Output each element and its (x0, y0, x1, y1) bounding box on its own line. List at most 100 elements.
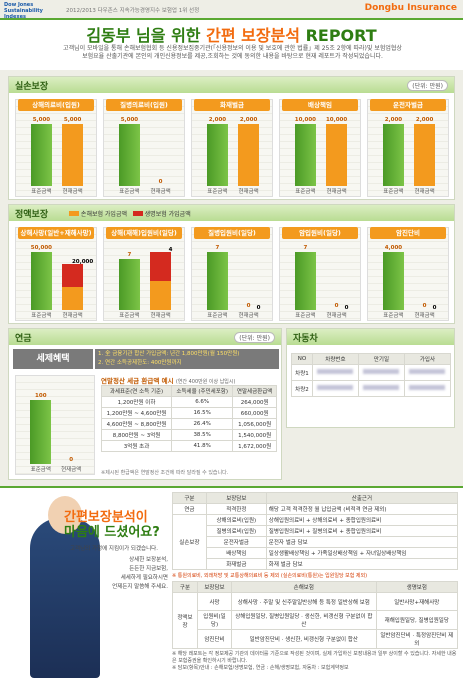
header-row: 구분 보장담보 산출근거 (172, 492, 459, 504)
tax-table: 과세표준(연 소득 기준) 소득세율 (주민세포함) 연말세금환급액 1,200만원 … (100, 385, 277, 452)
cell: 6.6% (171, 396, 234, 408)
unit: (단위: 만원) (407, 80, 448, 91)
value-label: 20,000 (71, 258, 94, 265)
footnotes: ※ 해당 레포트는 각 정보제공 기관의 데이터를 기준으로 작성된 것이며, … (172, 651, 458, 672)
row: 입원비(일당) 상해입원일당, 질병입원일당 · 생신한, 비갱신형 구분없이 합… (173, 610, 459, 630)
benefit: 1. 全 금융기관 합산 가입금액: 년간 1,800만원(월 150만원) (98, 351, 240, 357)
mini-chart: 배상책임 10,000 10,000 표준금액 현재금액 (279, 99, 361, 197)
value-label: 0 (422, 303, 427, 309)
row: 1,200만원 ~ 4,600만원 16.5% 660,000원 (100, 407, 277, 419)
section-title: 정액보장 (9, 205, 454, 221)
mini-chart: 질병의료비(입원) 5,000 0 표준금액 현재금액 (103, 99, 185, 197)
promo-lines: 상세한 보장분석, 든든한 지금보험, 세세하게 필요하시면 언제든지 말씀해 주세요… (108, 556, 168, 592)
bar (382, 124, 405, 186)
value-label: 10,000 (294, 117, 317, 123)
bar (413, 124, 436, 186)
customer-name: 김동부 님을 위한 (86, 26, 201, 45)
value-label: 7 (215, 245, 220, 251)
bar (30, 252, 53, 310)
header-cell: 생명보험 (375, 581, 459, 593)
cell: 상해입원의료비 + 상해의료비 + 종합입원의료비 (265, 514, 459, 526)
description: 고객님이 모바일을 통해 손해보험협회 등 신용정보집중기관(「신용정보의 이용… (63, 45, 402, 60)
x-label: 표준금액 (383, 313, 404, 319)
redacted (317, 369, 354, 374)
value-label: 2,000 (415, 117, 434, 123)
mini-chart: 암진단비 4,000 0 0 표준금액 현재금액 (367, 227, 449, 321)
x-label: 표준금액 (119, 189, 140, 195)
chart-title: 질병입원비(일당) (194, 227, 270, 239)
cell: 화재벌금 (205, 558, 267, 570)
value-label: 2,000 (239, 117, 258, 123)
x-label: 현재금액 (414, 189, 435, 195)
header-cell: 차량번호 (311, 353, 359, 365)
bar (325, 124, 348, 186)
legend-item: 손해보험 가입금액 (80, 211, 127, 218)
cell: 재해입원일당, 질병입원일당 (375, 610, 459, 630)
cell: 26.4% (171, 418, 234, 430)
cell: 질병입원의료비 + 질병의료비 + 종합입원의료비 (265, 525, 459, 537)
promo-area: 간편보장분석이 마음에 드셨어요? 고객님의 가정에 지킴이가 되겠습니다. 상세… (0, 486, 463, 684)
bar (206, 124, 229, 186)
note: ※제시된 환급액은 연말정산 조건에 따라 달라질 수 있습니다. (101, 470, 229, 476)
value-label: 50,000 (30, 245, 53, 251)
cell: 4,600만원 ~ 8,800만원 (100, 418, 173, 430)
bar (382, 252, 405, 310)
cell: 일반사망+재해사망 (375, 592, 459, 611)
cell: 1,672,000원 (232, 440, 277, 452)
header-row: NO 차량번호 만기일 가입사 (291, 353, 452, 365)
bar (118, 259, 141, 310)
cell (311, 364, 359, 381)
value-label: 0 (158, 179, 163, 185)
value-label: 10,000 (325, 117, 348, 123)
cell (403, 380, 452, 397)
promo-lead: 고객님의 가정에 지킴이가 되겠습니다. (70, 546, 158, 552)
headline: 간편보장분석이 (64, 510, 148, 525)
value-label: 0 (256, 305, 261, 311)
x-label: 표준금액 (119, 313, 140, 319)
cell (311, 380, 359, 397)
person-face (48, 496, 82, 534)
indemnity-panel: 실손보장 (단위: 만원) 상해의료비(입원) 5,000 5,000 표준금액 현재금… (8, 76, 455, 200)
cell: 1,200만원 ~ 4,600만원 (100, 407, 173, 419)
cell (357, 364, 405, 381)
benefits: 1. 全 금융기관 합산 가입금액: 년간 1,800만원(월 150만원) 2.… (95, 349, 279, 369)
bar (149, 252, 172, 281)
header-row: 과세표준(연 소득 기준) 소득세율 (주민세포함) 연말세금환급액 (100, 385, 277, 397)
header-cell: 연말세금환급액 (232, 385, 277, 397)
header-cell: 구분 (172, 581, 198, 593)
redacted (409, 369, 446, 374)
x-label: 표준금액 (383, 189, 404, 195)
chart-title: 암진단비 (370, 227, 446, 239)
cell: 1,540,000원 (232, 429, 277, 441)
report-title: 김동부 님을 위한 간편 보장분석 REPORT (0, 22, 463, 46)
section-title: 실손보장 (9, 77, 454, 93)
promo-line: 세세하게 필요하시면 (120, 575, 168, 581)
car-panel: 자동차 NO 차량번호 만기일 가입사 차량1 차량2 (286, 328, 455, 428)
footnote: ※ 담보(항목)안내 : 손해보험/생명보험, 연금 : 손해/생명보험, 자동… (172, 665, 349, 671)
cell: 사망 (196, 592, 233, 611)
cell: 배상책임 (205, 547, 267, 559)
cell: 암진단비 (196, 629, 233, 649)
cell (403, 364, 452, 381)
mini-chart: 화재벌금 2,000 2,000 표준금액 현재금액 (191, 99, 273, 197)
mini-chart: 질병입원비(일당) 7 0 0 표준금액 현재금액 (191, 227, 273, 321)
bar (294, 124, 317, 186)
cell: 연금 (172, 503, 207, 515)
row: 3억원 초과 41.8% 1,672,000원 (100, 440, 277, 452)
x-label: 현재금액 (62, 313, 83, 319)
header-cell: 보장담보 (205, 492, 267, 504)
cell: 1,200만원 이하 (100, 396, 173, 408)
promo-line: 상세한 보장분석, (129, 557, 168, 563)
x-label: 표준금액 (295, 313, 316, 319)
x-label: 표준금액 (295, 189, 316, 195)
promo-headline: 간편보장분석이 마음에 드셨어요? (64, 510, 160, 540)
chart-title: 상해사망(일반+재해사망) (18, 227, 94, 239)
cell: 264,000원 (232, 396, 277, 408)
cell: 화재 벌금 담보 (265, 558, 459, 570)
legend: 손해보험 가입금액 생명보험 가입금액 (69, 209, 191, 218)
header-cell: 보장담보 (196, 581, 233, 593)
brand: Dow Jones Sustainability Indexes (4, 2, 43, 20)
x-label: 현재금액 (150, 313, 171, 319)
